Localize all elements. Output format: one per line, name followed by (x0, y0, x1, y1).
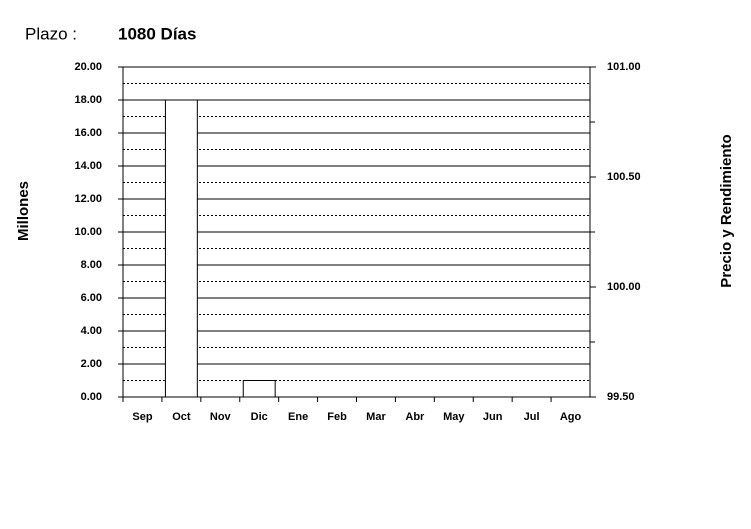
x-tick-label: Oct (172, 411, 191, 423)
y2-tick-label: 100.00 (607, 281, 641, 293)
x-tick-label: Jul (524, 411, 540, 423)
y2-tick-label: 100.50 (607, 171, 641, 183)
y-tick-label: 18.00 (74, 94, 102, 106)
y-tick-label: 8.00 (81, 259, 102, 271)
x-tick-label: Jun (483, 411, 503, 423)
header-label: Plazo : (25, 24, 77, 43)
bar (164, 99, 198, 398)
y-tick-label: 16.00 (74, 127, 102, 139)
y-tick-label: 6.00 (81, 292, 102, 304)
x-tick-label: Mar (366, 411, 386, 423)
y-tick-label: 4.00 (81, 325, 102, 337)
y-tick-label: 10.00 (74, 226, 102, 238)
x-tick-label: Nov (210, 411, 232, 423)
x-tick-label: Sep (132, 411, 152, 423)
x-tick-label: Feb (327, 411, 347, 423)
y-tick-label: 0.00 (81, 391, 102, 403)
x-tick-label: Abr (405, 411, 425, 423)
x-tick-label: Ene (288, 411, 308, 423)
y-tick-label: 2.00 (81, 358, 102, 370)
x-tick-label: Ago (560, 411, 582, 423)
y-axis-title: Millones (15, 181, 32, 241)
y2-tick-label: 101.00 (607, 61, 641, 73)
y-tick-label: 14.00 (74, 160, 102, 172)
y2-axis-title: Precio y Rendimiento (718, 134, 735, 287)
header-value: 1080 Días (118, 24, 196, 43)
y2-tick-label: 99.50 (607, 391, 635, 403)
y-tick-label: 20.00 (74, 61, 102, 73)
bar (242, 380, 276, 398)
x-tick-label: Dic (251, 411, 268, 423)
x-tick-label: May (443, 411, 465, 423)
y-tick-label: 12.00 (74, 193, 102, 205)
